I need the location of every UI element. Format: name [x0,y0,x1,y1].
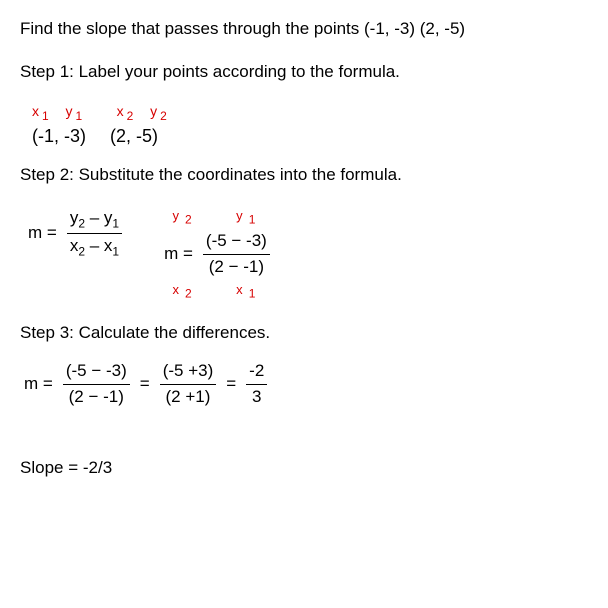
formula-denominator: x2 – x1 [67,234,122,260]
step1-heading: Step 1: Label your points according to t… [20,61,588,84]
equals-1: = [140,373,150,396]
labels-x2y2: x2 y2 [117,103,170,119]
top-var-labels: y2 y1 [173,207,262,228]
calc2-den: (2 +1) [160,385,217,409]
step3-heading: Step 3: Calculate the differences. [20,322,588,345]
m-equals-2: m = [164,243,193,266]
calc1-den: (2 − -1) [63,385,130,409]
slope-formula-generic: m = y2 – y1 x2 – x1 [28,207,122,259]
result-num: -2 [246,360,267,385]
calc1-num: (-5 − -3) [63,360,130,385]
slope-formula-substituted: y2 y1 m = (-5 − -3) (2 − -1) x2 x1 [164,207,270,301]
point1-value: (-1, -3) [32,126,86,146]
calc2-num: (-5 +3) [160,360,217,385]
step2-heading: Step 2: Substitute the coordinates into … [20,164,588,187]
sub-numerator: (-5 − -3) [203,230,270,255]
point2-value: (2, -5) [110,126,158,146]
result-den: 3 [246,385,267,409]
step3-calculation: m = (-5 − -3) (2 − -1) = (-5 +3) (2 +1) … [24,360,588,409]
equals-2: = [226,373,236,396]
problem-title: Find the slope that passes through the p… [20,18,588,41]
sub-denominator: (2 − -1) [203,255,270,279]
m-equals: m = [28,222,57,245]
bot-var-labels: x2 x1 [173,281,262,302]
m-equals-3: m = [24,373,53,396]
labels-x1y1: x1 y1 [32,103,85,119]
formula-numerator: y2 – y1 [67,207,122,234]
final-answer: Slope = -2/3 [20,457,588,480]
